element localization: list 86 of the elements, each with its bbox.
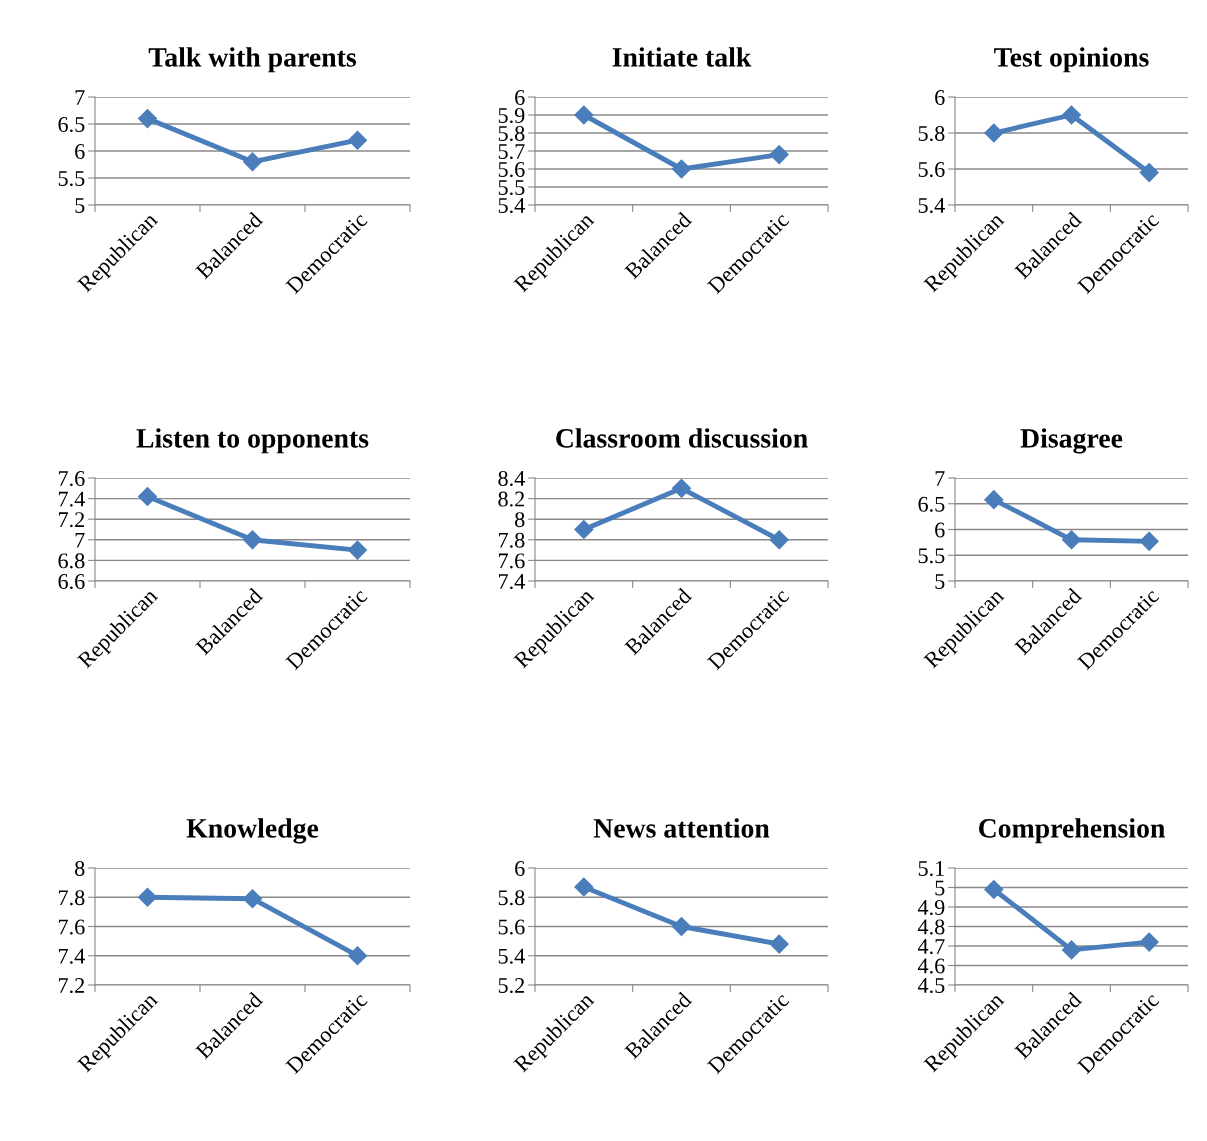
y-tick-label: 5.4 [498,198,525,214]
y-tick-label: 6 [515,89,525,105]
y-tick-label: 5.6 [498,161,525,178]
y-tick-label: 7.6 [58,470,85,487]
y-tick-label: 5.6 [498,919,525,935]
y-tick-label: 7.4 [498,574,525,590]
y-tick-label: 6.8 [58,553,85,569]
y-tick-label: 5.2 [498,977,525,994]
point [574,105,594,125]
point [347,130,368,150]
y-tick-label: 7 [75,90,85,105]
chart-title: Initiate talk [612,47,752,67]
point [574,877,594,897]
y-tick-label: 7.4 [58,948,85,964]
y-tick-label: 8.4 [498,470,525,487]
point [671,916,692,937]
point [242,152,263,172]
y-tick-label: 4.6 [917,958,945,974]
point [347,946,368,966]
y-tick-label: 5.9 [498,107,525,124]
y-tick-label: 5.8 [498,125,525,142]
y-tick-label: 5.8 [498,890,525,906]
y-tick-label: 4.9 [917,899,945,916]
point [574,519,594,540]
y-tick-label: 8 [75,860,85,876]
chart-title: Knowledge [186,818,319,844]
y-tick-label: 6 [935,522,945,538]
y-tick-label: 8.2 [498,491,525,507]
y-tick-label: 7.2 [58,977,85,994]
y-tick-label: 6 [515,860,525,876]
point [137,487,158,507]
y-tick-label: 5 [935,880,945,896]
y-tick-label: 5.8 [918,125,945,142]
y-tick-label: 7.4 [58,491,85,507]
chart-title: Classroom discussion [556,428,808,448]
chart-title: Listen to opponents [136,428,369,454]
y-tick-label: 6.6 [58,573,85,590]
point [984,879,1004,899]
y-tick-label: 5.5 [498,180,525,196]
y-tick-label: 5.7 [498,144,525,160]
point [769,530,789,550]
point [347,540,368,560]
y-tick-label: 5.4 [918,198,945,214]
point [671,478,692,498]
y-tick-label: 5.6 [918,161,945,178]
y-tick-label: 6 [935,89,945,105]
y-tick-label: 7.6 [58,919,85,935]
point [1061,940,1082,960]
chart-title: Test opinions [994,47,1149,73]
y-tick-label: 4.7 [917,939,945,955]
y-tick-label: 4.5 [917,978,945,994]
y-tick-label: 7.8 [58,890,85,906]
y-tick-label: 6.5 [58,116,85,133]
point [984,490,1004,510]
point [1139,531,1159,551]
y-tick-label: 5.5 [58,171,85,187]
point [769,934,789,954]
chart-title: Comprehension [978,818,1165,844]
point [769,145,789,165]
y-tick-label: 7.2 [58,512,85,528]
point [242,889,263,909]
y-tick-label: 8 [515,512,525,528]
point [1061,105,1082,125]
y-tick-label: 6.5 [918,496,945,512]
y-tick-label: 5.1 [918,861,944,877]
y-tick-label: 5 [935,574,945,589]
y-tick-label: 7.6 [498,553,525,569]
y-tick-label: 7 [935,471,945,486]
y-tick-label: 7.8 [498,532,525,548]
y-tick-label: 7 [75,532,85,548]
point [137,887,158,907]
chart-title: Talk with parents [148,47,357,73]
point [984,123,1004,143]
y-tick-label: 6 [75,143,85,159]
point [1139,163,1159,183]
chart-title: Disagree [1020,428,1123,454]
y-tick-label: 5 [75,198,85,213]
point [1139,932,1159,952]
y-tick-label: 5.4 [498,948,525,964]
point [671,159,692,179]
point [1061,530,1082,550]
chart-title: News attention [593,818,770,838]
point [137,109,158,129]
y-tick-label: 4.8 [917,919,945,935]
point [242,530,263,550]
y-tick-label: 5.5 [918,548,945,564]
